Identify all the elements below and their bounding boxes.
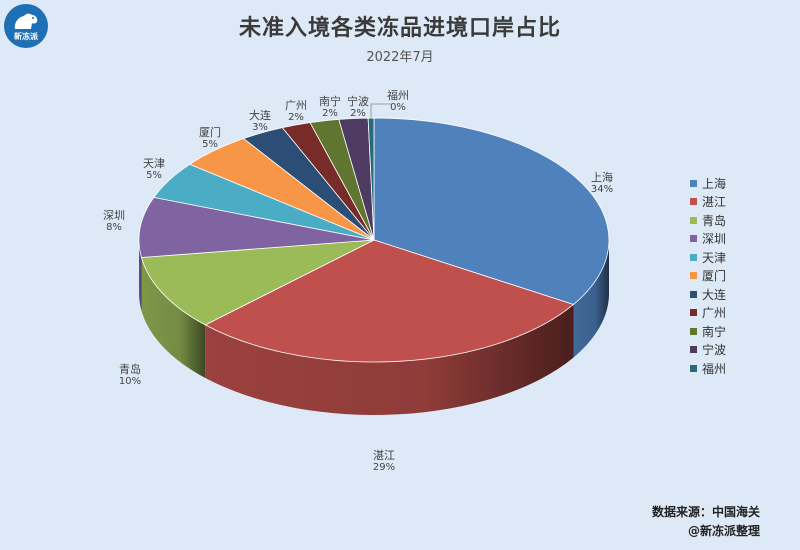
slice-label-percent: 10%	[118, 376, 142, 387]
slice-label-percent: 0%	[390, 102, 406, 113]
legend-label: 天津	[702, 250, 727, 265]
slice-label: 厦门 5%	[199, 127, 221, 151]
slice-label-percent: 5%	[202, 139, 218, 150]
pie-slice-青岛	[140, 239, 375, 326]
pie-side-shade-上海	[573, 240, 609, 358]
slice-label-category: 厦门	[199, 126, 221, 139]
legend-swatch	[690, 179, 697, 187]
legend-label: 南宁	[702, 324, 727, 339]
legend: 上海湛江青岛深圳天津厦门大连广州南宁宁波福州	[690, 174, 726, 378]
slice-label: 南宁 2%	[319, 96, 341, 120]
slice-label-category: 福州	[387, 89, 409, 102]
legend-item: 南宁	[690, 322, 726, 341]
pie-leader-lines	[370, 103, 392, 119]
legend-label: 深圳	[702, 232, 727, 247]
slice-label-category: 广州	[285, 99, 307, 112]
slice-label-percent: 8%	[106, 222, 122, 233]
legend-swatch	[690, 364, 697, 372]
slice-label-category: 南宁	[319, 95, 341, 108]
legend-label: 上海	[702, 176, 727, 191]
chart-subtitle: 2022年7月	[366, 50, 434, 65]
legend-label: 宁波	[702, 343, 727, 358]
brand-logo: 新冻派	[4, 4, 48, 48]
pie-slice-湛江	[204, 239, 575, 363]
legend-item: 大连	[690, 285, 726, 304]
legend-item: 青岛	[690, 211, 726, 230]
source-note: 数据来源：中国海关 @新冻派整理	[652, 503, 760, 541]
legend-item: 上海	[690, 174, 726, 193]
legend-item: 湛江	[690, 193, 726, 212]
slice-label-category: 上海	[590, 171, 613, 184]
legend-label: 福州	[702, 361, 727, 376]
legend-swatch	[690, 346, 697, 354]
legend-swatch	[690, 327, 697, 335]
legend-item: 深圳	[690, 230, 726, 249]
credit-line: @新冻派整理	[687, 524, 760, 538]
slice-label-percent: 3%	[252, 122, 268, 133]
slice-label-category: 大连	[249, 109, 271, 122]
legend-swatch	[690, 253, 697, 261]
slice-label-category: 青岛	[118, 363, 141, 376]
pie-slice-上海	[373, 117, 610, 305]
legend-item: 厦门	[690, 267, 726, 286]
legend-item: 天津	[690, 248, 726, 267]
pie-sides	[139, 240, 609, 415]
chart-title: 未准入境各类冻品进境口岸占比	[238, 16, 561, 41]
slice-label-category: 湛江	[372, 449, 395, 462]
slice-label: 青岛 10%	[119, 364, 141, 388]
slice-label: 湛江 29%	[373, 450, 395, 474]
slice-label: 福州 0%	[387, 90, 409, 114]
legend-swatch	[690, 309, 697, 317]
slice-label-category: 天津	[143, 157, 165, 170]
slice-label: 上海 34%	[591, 172, 613, 196]
slice-label-category: 深圳	[103, 209, 125, 222]
polar-bear-icon	[14, 13, 38, 29]
legend-label: 湛江	[702, 195, 727, 210]
legend-item: 福州	[690, 359, 726, 378]
slice-label-percent: 29%	[372, 462, 396, 473]
leader-line-福州	[370, 103, 392, 119]
slice-label: 大连 3%	[249, 110, 271, 134]
slice-label: 深圳 8%	[103, 210, 125, 234]
legend-swatch	[690, 235, 697, 243]
slice-label-category: 宁波	[347, 95, 369, 108]
legend-item: 广州	[690, 304, 726, 323]
legend-label: 厦门	[702, 269, 727, 284]
slice-label-percent: 2%	[322, 108, 338, 119]
pie-side-shade-深圳	[139, 240, 142, 311]
slice-label-percent: 34%	[590, 184, 614, 195]
source-line: 数据来源：中国海关	[651, 505, 760, 519]
legend-swatch	[690, 216, 697, 224]
slice-label-percent: 5%	[146, 170, 162, 181]
slice-label-percent: 2%	[350, 108, 366, 119]
slice-label: 天津 5%	[143, 158, 165, 182]
slice-label: 广州 2%	[285, 100, 307, 124]
slice-label-percent: 2%	[288, 112, 304, 123]
legend-swatch	[690, 272, 697, 280]
pie-side-shade-湛江	[205, 304, 574, 415]
pie-slice-深圳	[138, 196, 375, 258]
legend-label: 大连	[702, 287, 727, 302]
legend-label: 青岛	[702, 213, 727, 228]
slice-label: 宁波 2%	[347, 96, 369, 120]
logo-text: 新冻派	[14, 32, 38, 41]
pie-tops	[138, 117, 610, 363]
legend-label: 广州	[702, 306, 727, 321]
legend-swatch	[690, 198, 697, 206]
legend-item: 宁波	[690, 341, 726, 360]
legend-swatch	[690, 290, 697, 298]
